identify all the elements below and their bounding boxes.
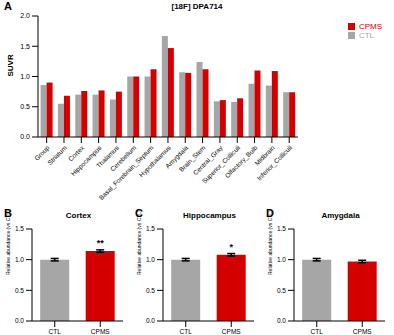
svg-text:CTL: CTL xyxy=(311,328,324,335)
svg-text:CTL: CTL xyxy=(49,328,62,335)
svg-text:0.5: 0.5 xyxy=(15,287,24,294)
svg-text:CPMS: CPMS xyxy=(91,328,110,335)
svg-text:1.0: 1.0 xyxy=(15,256,24,263)
svg-text:0.0: 0.0 xyxy=(146,317,155,324)
svg-text:0.0: 0.0 xyxy=(15,317,24,324)
svg-text:0.0: 0.0 xyxy=(277,317,286,324)
svg-text:2.0: 2.0 xyxy=(20,12,30,19)
svg-text:SUVR: SUVR xyxy=(8,54,15,76)
svg-text:Relative abundance (vs CTL): Relative abundance (vs CTL) xyxy=(8,210,11,275)
svg-text:1.5: 1.5 xyxy=(15,225,24,232)
svg-text:Relative abundance (vs CTL): Relative abundance (vs CTL) xyxy=(136,210,142,275)
svg-text:0.5: 0.5 xyxy=(20,103,30,110)
svg-text:Inferior_Colliculi: Inferior_Colliculi xyxy=(256,144,294,182)
svg-text:CPMS: CPMS xyxy=(353,328,372,335)
svg-text:CPMS: CPMS xyxy=(222,328,241,335)
svg-text:0.5: 0.5 xyxy=(146,287,155,294)
svg-text:1.5: 1.5 xyxy=(146,225,155,232)
svg-text:1.5: 1.5 xyxy=(20,43,30,50)
svg-text:1.0: 1.0 xyxy=(20,73,30,80)
svg-text:1.0: 1.0 xyxy=(277,256,286,263)
svg-text:*: * xyxy=(229,242,233,252)
svg-text:**: ** xyxy=(97,238,105,248)
svg-text:1.5: 1.5 xyxy=(277,225,286,232)
svg-text:CTL: CTL xyxy=(180,328,193,335)
svg-text:0.5: 0.5 xyxy=(277,287,286,294)
svg-text:0.0: 0.0 xyxy=(20,133,30,140)
svg-text:1.0: 1.0 xyxy=(146,256,155,263)
svg-text:Striatum: Striatum xyxy=(46,144,68,166)
svg-text:Relative abundance (vs CTL): Relative abundance (vs CTL) xyxy=(267,210,273,275)
